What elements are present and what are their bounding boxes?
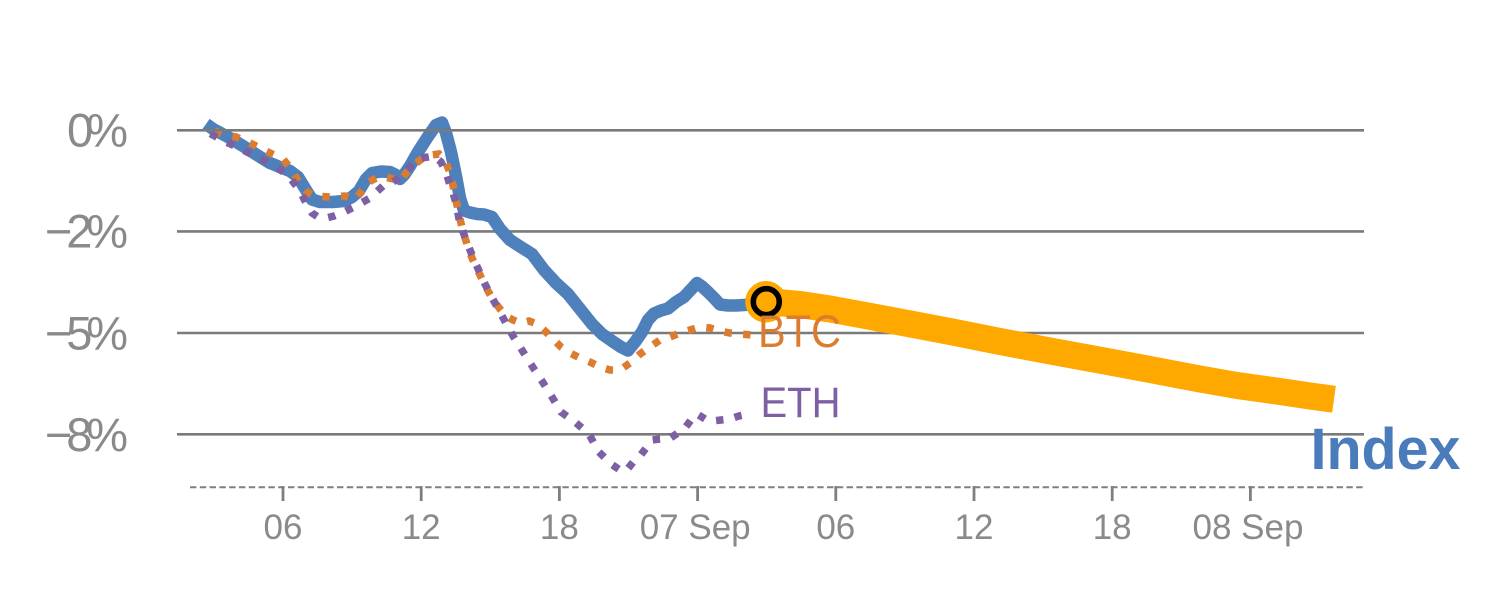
svg-text:06: 06 (264, 508, 303, 547)
svg-text:ETH: ETH (761, 380, 841, 427)
svg-text:−2%: −2% (45, 205, 128, 258)
svg-text:08 Sep: 08 Sep (1193, 508, 1304, 547)
svg-text:06: 06 (816, 508, 855, 547)
svg-text:12: 12 (402, 508, 441, 547)
svg-text:−8%: −8% (45, 408, 128, 461)
svg-text:BTC: BTC (758, 306, 841, 357)
svg-text:Index: Index (1311, 417, 1461, 482)
svg-text:12: 12 (955, 508, 994, 547)
svg-text:18: 18 (540, 508, 579, 547)
svg-text:18: 18 (1093, 508, 1132, 547)
svg-text:0%: 0% (67, 104, 128, 157)
svg-text:−5%: −5% (45, 306, 128, 359)
svg-text:07 Sep: 07 Sep (640, 508, 751, 547)
